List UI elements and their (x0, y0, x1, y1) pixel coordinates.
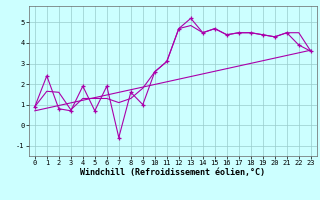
X-axis label: Windchill (Refroidissement éolien,°C): Windchill (Refroidissement éolien,°C) (80, 168, 265, 177)
